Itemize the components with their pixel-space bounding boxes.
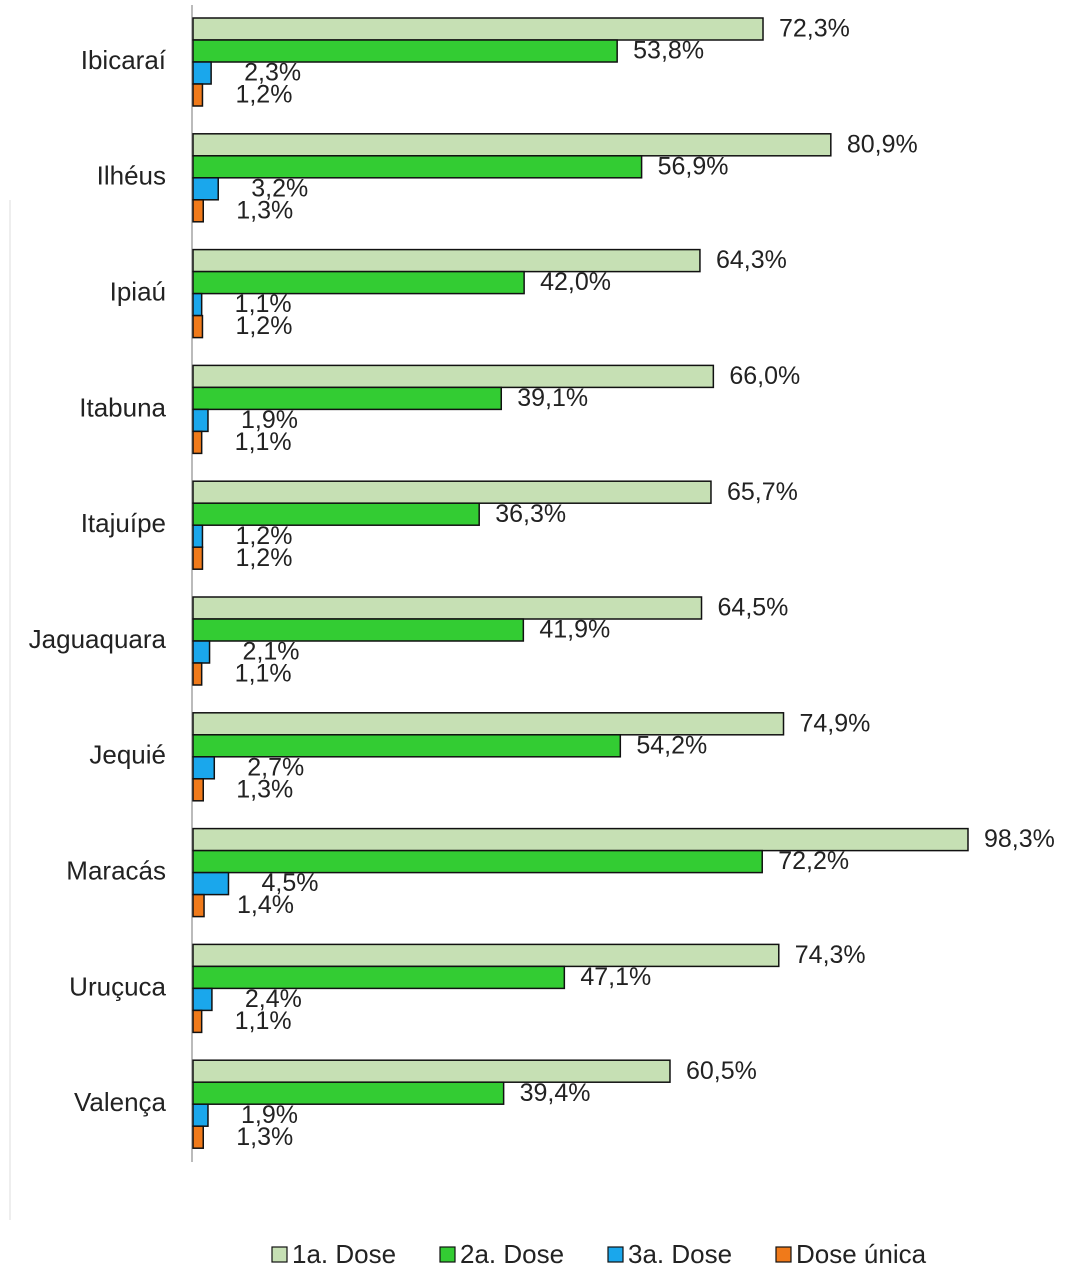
bar: [192, 502, 480, 526]
bar: [192, 546, 204, 570]
data-label: 1,2%: [235, 522, 292, 550]
bar: [192, 408, 209, 433]
data-label: 2,4%: [245, 985, 302, 1013]
bar: [192, 827, 969, 852]
data-label: 2,3%: [244, 59, 301, 87]
bar: [192, 1103, 209, 1127]
bar: [192, 662, 203, 686]
data-label: 42,0%: [540, 268, 611, 296]
category-label: Jequié: [89, 740, 166, 770]
bar: [192, 640, 211, 664]
data-label: 1,1%: [235, 660, 292, 688]
data-label: 53,8%: [633, 37, 704, 65]
data-label: 64,3%: [716, 246, 787, 274]
data-label: 1,2%: [235, 81, 292, 109]
data-label: 72,3%: [779, 15, 850, 43]
bar: [192, 292, 203, 317]
bar: [192, 270, 525, 295]
data-label: 4,5%: [261, 869, 318, 897]
legend-swatch: [439, 1246, 456, 1263]
data-label: 74,3%: [795, 941, 866, 969]
bar: [192, 61, 212, 85]
data-label: 1,1%: [235, 1007, 292, 1035]
bar: [192, 430, 203, 455]
bar: [192, 618, 525, 642]
bar: [192, 386, 503, 411]
category-label: Itabuna: [79, 392, 166, 422]
bar: [192, 199, 204, 223]
data-label: 2,1%: [243, 638, 300, 666]
data-label: 1,4%: [237, 891, 294, 919]
data-label: 1,2%: [235, 312, 292, 340]
bar: [192, 1081, 505, 1105]
data-label: 65,7%: [727, 478, 798, 506]
legend-label: 1a. Dose: [292, 1239, 396, 1269]
bar: [192, 314, 204, 339]
data-label: 1,3%: [236, 1123, 293, 1151]
legend-swatch: [607, 1246, 624, 1263]
legend-label: Dose única: [796, 1239, 927, 1269]
data-label: 39,4%: [520, 1079, 591, 1107]
category-label: Ipiaú: [110, 276, 166, 306]
category-label: Ibicaraí: [81, 45, 167, 75]
bar: [192, 133, 832, 157]
data-label: 47,1%: [580, 963, 651, 991]
legend-swatch: [271, 1246, 288, 1263]
data-label: 60,5%: [686, 1057, 757, 1085]
bar: [192, 965, 566, 990]
data-label: 39,1%: [517, 384, 588, 412]
bar: [192, 756, 216, 780]
data-label: 56,9%: [658, 152, 729, 180]
data-label: 1,1%: [235, 428, 292, 456]
category-label: Uruçuca: [69, 971, 166, 1001]
bar: [192, 364, 715, 389]
bar: [192, 480, 712, 504]
data-label: 2,7%: [247, 753, 304, 781]
category-label: Itajuípe: [81, 508, 166, 538]
bar: [192, 524, 204, 548]
bar: [192, 1059, 671, 1083]
data-label: 66,0%: [729, 362, 800, 390]
data-label: 1,9%: [241, 406, 298, 434]
bar: [192, 1009, 203, 1034]
data-label: 36,3%: [495, 500, 566, 528]
data-label: 1,9%: [241, 1101, 298, 1129]
bar: [192, 155, 643, 179]
legend-label: 2a. Dose: [460, 1239, 564, 1269]
bar: [192, 83, 204, 107]
data-label: 80,9%: [847, 130, 918, 158]
bar: [192, 778, 204, 802]
legend-label: 3a. Dose: [628, 1239, 732, 1269]
data-label: 54,2%: [636, 731, 707, 759]
data-label: 1,3%: [236, 196, 293, 224]
data-label: 3,2%: [251, 174, 308, 202]
data-label: 74,9%: [800, 709, 871, 737]
bar: [192, 987, 213, 1012]
bar: [192, 849, 763, 874]
data-label: 1,1%: [235, 290, 292, 318]
bar: [192, 39, 618, 63]
category-label: Maracás: [66, 855, 166, 885]
bar: [192, 871, 230, 896]
category-label: Ilhéus: [97, 161, 166, 191]
bar: [192, 1125, 204, 1149]
category-label: Jaguaquara: [29, 624, 167, 654]
category-label: Valença: [74, 1087, 167, 1117]
bar: [192, 943, 780, 968]
bar: [192, 177, 219, 201]
bar: [192, 893, 205, 918]
data-label: 41,9%: [539, 616, 610, 644]
bar: [192, 734, 622, 758]
data-label: 64,5%: [718, 594, 789, 622]
data-label: 98,3%: [984, 825, 1055, 853]
data-label: 72,2%: [778, 847, 849, 875]
bar: [192, 596, 703, 620]
data-label: 1,2%: [235, 544, 292, 572]
legend-swatch: [775, 1246, 792, 1263]
data-label: 1,3%: [236, 775, 293, 803]
bar: [192, 248, 701, 273]
